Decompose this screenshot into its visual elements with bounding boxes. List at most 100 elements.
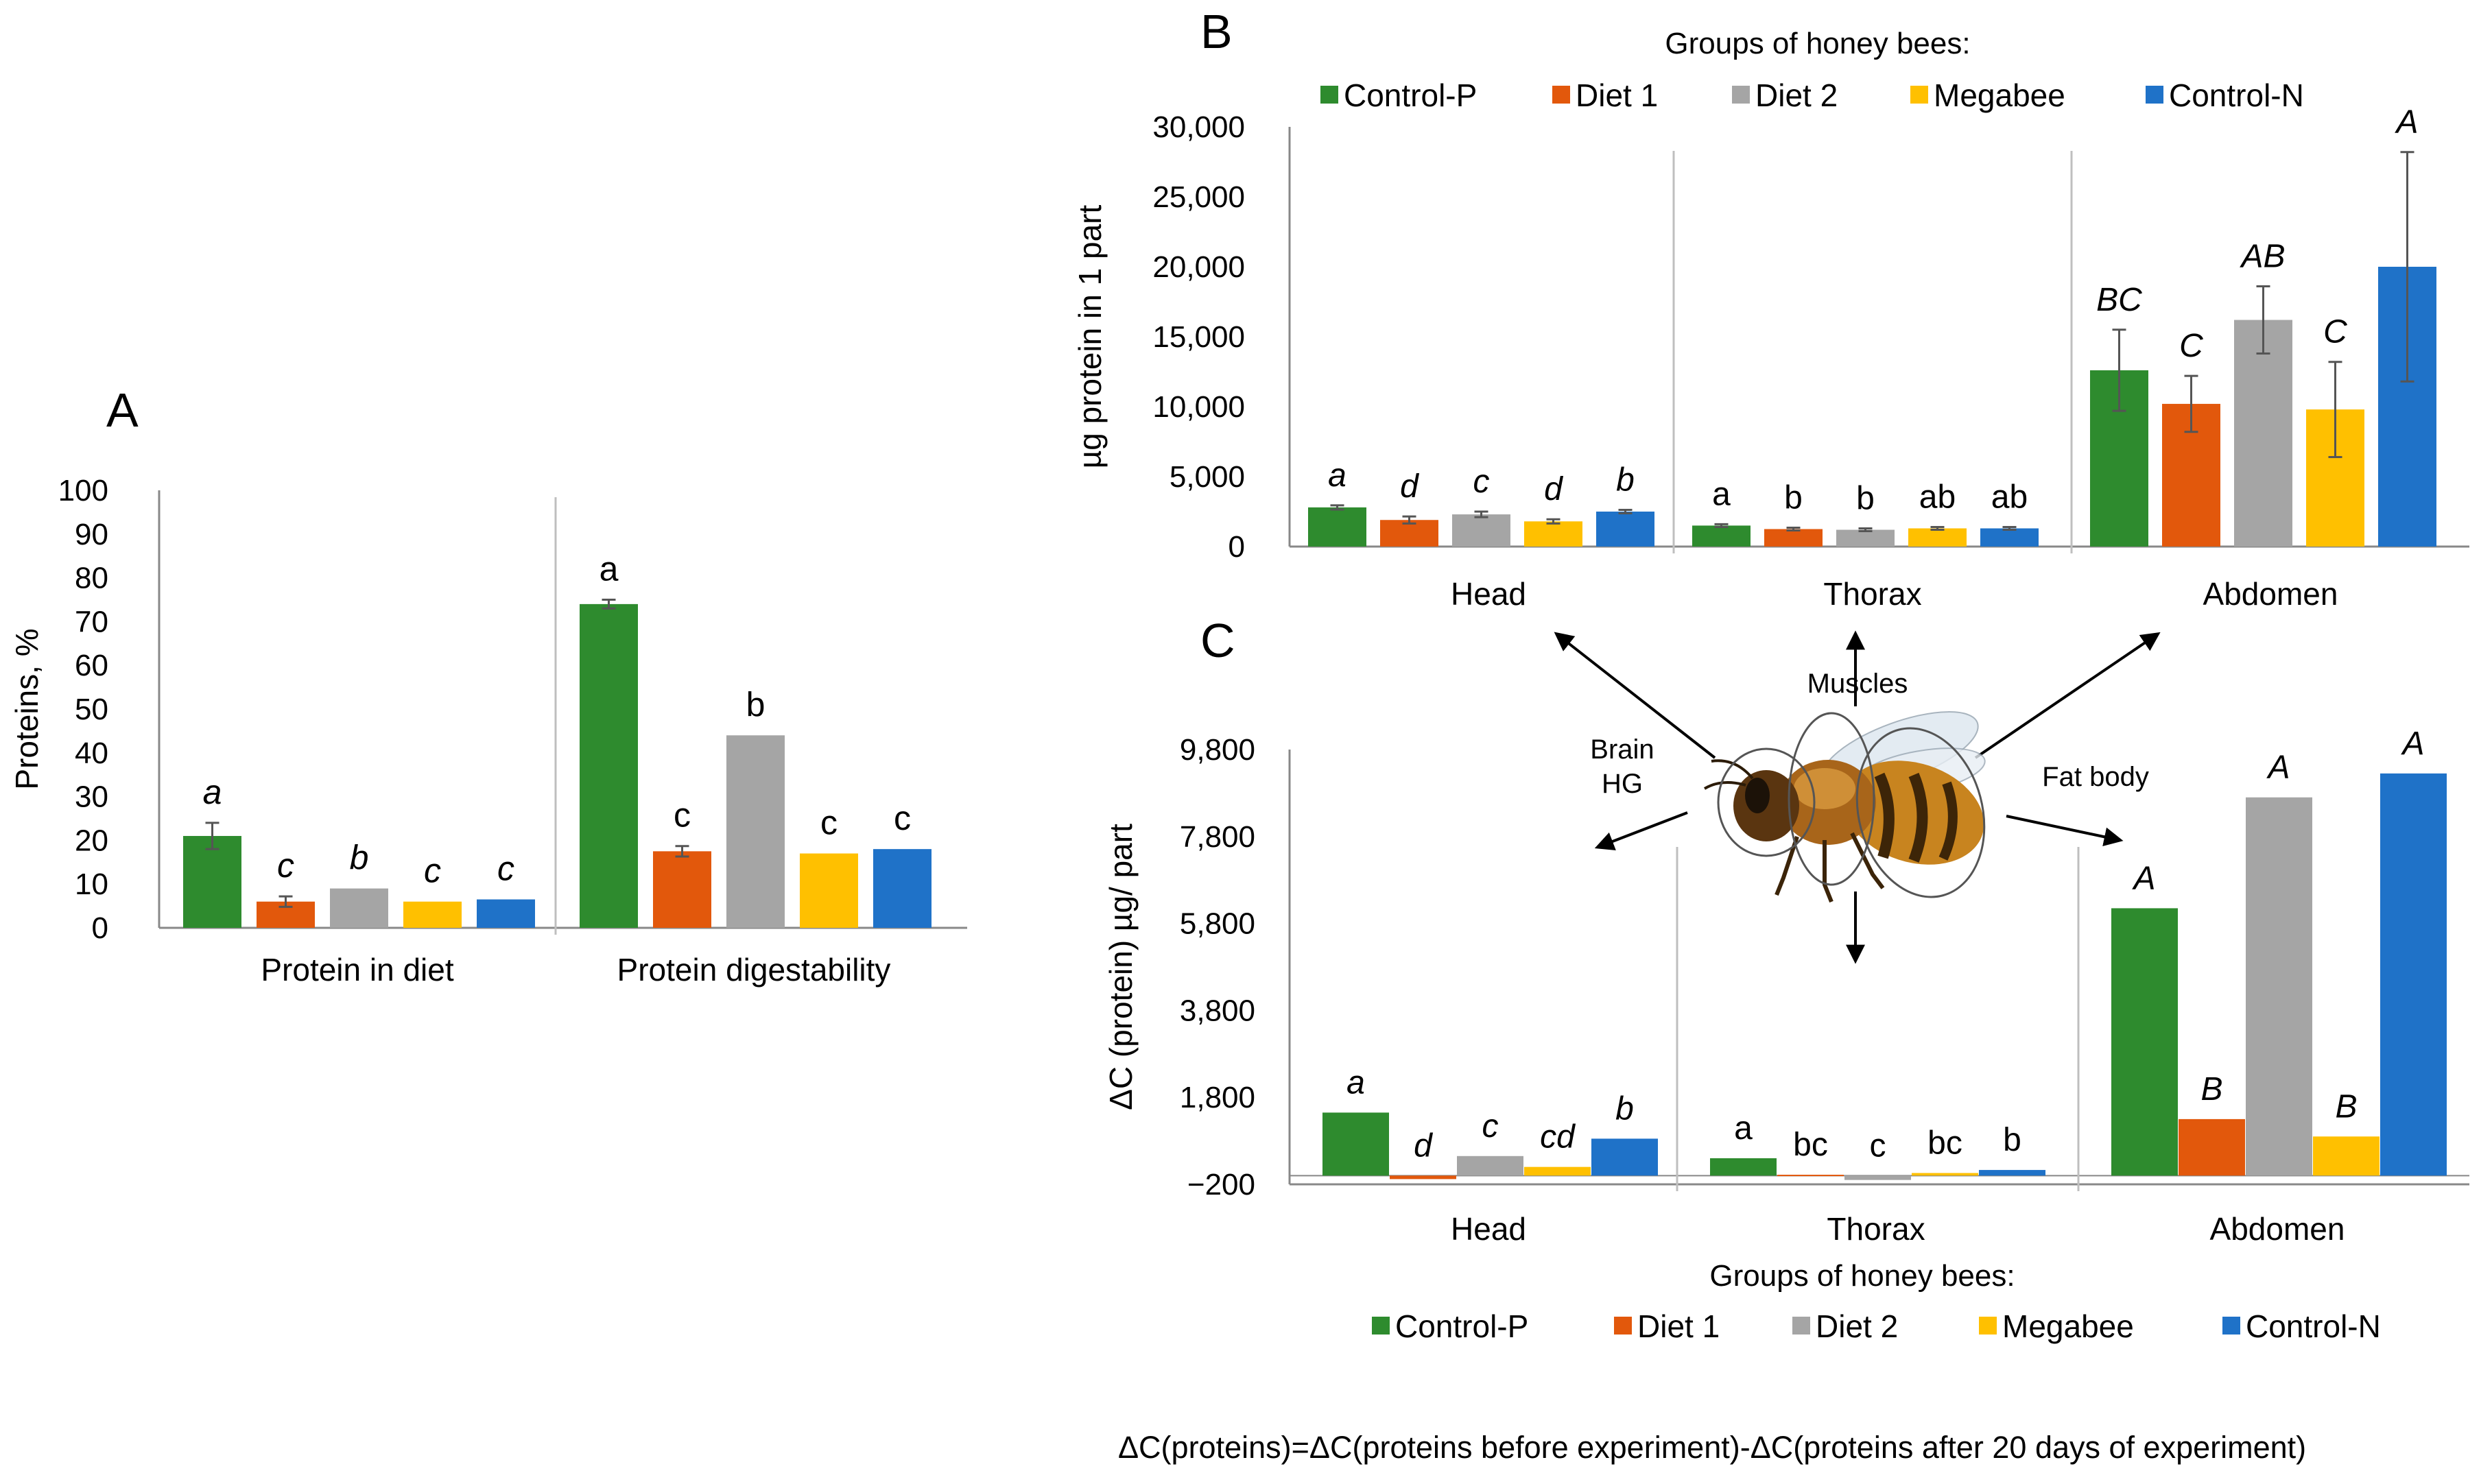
label-muscles: Muscles bbox=[1807, 669, 1908, 699]
significance-letter: d bbox=[1400, 468, 1419, 505]
bar-control-n bbox=[477, 899, 535, 928]
thorax-outline bbox=[1788, 712, 1875, 886]
y-tick-label: 9,800 bbox=[1180, 733, 1255, 767]
significance-letter: b bbox=[1615, 1090, 1634, 1127]
significance-letter: a bbox=[203, 773, 222, 811]
bar-megabee bbox=[800, 853, 858, 928]
bar-control-n bbox=[2380, 773, 2447, 1176]
bar-diet-2 bbox=[330, 888, 388, 928]
category-label: Protein in diet bbox=[261, 952, 453, 988]
y-tick-label: 90 bbox=[75, 518, 108, 551]
y-tick-label: 60 bbox=[75, 649, 108, 682]
y-tick-label: 15,000 bbox=[1152, 320, 1245, 354]
category-label: Abdomen bbox=[2203, 576, 2338, 612]
bar-megabee bbox=[1908, 528, 1967, 547]
significance-letter: d bbox=[1544, 471, 1563, 507]
y-tick-label: 20,000 bbox=[1152, 250, 1245, 284]
significance-letter: BC bbox=[2096, 282, 2142, 318]
bar-control-p bbox=[2111, 908, 2178, 1176]
legend-swatch bbox=[1792, 1317, 1810, 1335]
bee-diagram: Muscles Brain HG Fat body bbox=[1554, 630, 2161, 964]
significance-letter: d bbox=[1414, 1127, 1433, 1164]
y-tick-label: 70 bbox=[75, 605, 108, 638]
bar-control-n bbox=[1596, 512, 1654, 547]
significance-letter: A bbox=[2394, 104, 2418, 141]
label-brain: Brain bbox=[1590, 734, 1654, 765]
bar-control-p bbox=[1692, 525, 1751, 547]
y-tick-label: 30,000 bbox=[1152, 110, 1245, 144]
bar-control-n bbox=[873, 849, 931, 928]
arrow-to-abdomen bbox=[1974, 632, 2161, 759]
y-tick-label: 25,000 bbox=[1152, 180, 1245, 214]
y-tick-label: 1,800 bbox=[1180, 1081, 1255, 1114]
panel-b-chart: B 0 5,000 10,000 15,000 20,000 25,000 30,000 µg … bbox=[1072, 5, 2469, 612]
y-tick-label: 30 bbox=[75, 780, 108, 814]
bar-diet-1 bbox=[2179, 1118, 2245, 1176]
significance-letter: C bbox=[2323, 314, 2347, 350]
significance-letter: c bbox=[1482, 1108, 1499, 1145]
significance-letter: c bbox=[1473, 464, 1490, 500]
bar-control-n bbox=[1591, 1138, 1658, 1176]
y-tick-label: 20 bbox=[75, 824, 108, 857]
y-axis-label: µg protein in 1 part bbox=[1072, 205, 1108, 469]
panel-label: A bbox=[106, 383, 139, 437]
significance-letter: a bbox=[600, 550, 619, 588]
significance-letter: c bbox=[277, 846, 294, 885]
legend-swatch bbox=[1732, 86, 1750, 104]
category-label: Thorax bbox=[1823, 576, 1921, 612]
significance-letter: b bbox=[350, 839, 369, 877]
y-tick-label: 80 bbox=[75, 562, 108, 595]
bar-megabee bbox=[1524, 521, 1582, 547]
legend-label: Diet 2 bbox=[1755, 77, 1838, 113]
legend-label: Megabee bbox=[2002, 1308, 2134, 1344]
y-tick-label: 0 bbox=[92, 911, 108, 945]
bar-diet-2 bbox=[1452, 514, 1510, 547]
significance-letter: A bbox=[2400, 726, 2424, 762]
legend-swatch bbox=[1320, 86, 1338, 104]
category-label: Thorax bbox=[1827, 1211, 1925, 1247]
legend-label: Control-N bbox=[2246, 1308, 2381, 1344]
legend-label: Control-N bbox=[2169, 77, 2304, 113]
bar-control-n bbox=[1980, 528, 2039, 547]
y-tick-label: 100 bbox=[58, 474, 108, 507]
category-label: Head bbox=[1451, 1211, 1526, 1247]
significance-letter: AB bbox=[2239, 239, 2285, 275]
bar-diet-1 bbox=[653, 851, 711, 928]
legend-swatch bbox=[2146, 86, 2163, 104]
bar-megabee bbox=[2313, 1136, 2380, 1176]
y-axis-label: Proteins, % bbox=[9, 628, 45, 789]
significance-letter: a bbox=[1346, 1064, 1365, 1101]
arrow-to-fat-body bbox=[2006, 815, 2124, 847]
legend-label: Diet 1 bbox=[1637, 1308, 1720, 1344]
significance-letter: c bbox=[424, 852, 441, 890]
label-fat-body: Fat body bbox=[2042, 762, 2149, 792]
bar-diet-2 bbox=[1844, 1175, 1911, 1180]
significance-letter: b bbox=[746, 685, 766, 723]
significance-letter: B bbox=[2335, 1088, 2357, 1125]
bar-diet-2 bbox=[726, 735, 785, 928]
significance-letter: c bbox=[1870, 1127, 1886, 1164]
significance-letter: cd bbox=[1540, 1119, 1576, 1156]
y-tick-label: 0 bbox=[1229, 530, 1245, 564]
significance-letter: A bbox=[2131, 860, 2155, 896]
legend-label: Diet 2 bbox=[1816, 1308, 1898, 1344]
bar-diet-1 bbox=[1764, 529, 1823, 547]
legend-swatch bbox=[2222, 1317, 2240, 1335]
bar-control-p bbox=[1322, 1112, 1389, 1176]
significance-letter: bc bbox=[1927, 1125, 1962, 1162]
head-outline bbox=[1717, 747, 1816, 857]
y-tick-label: 5,800 bbox=[1180, 907, 1255, 941]
significance-letter: a bbox=[1328, 457, 1346, 494]
category-label: Protein digestability bbox=[617, 952, 891, 988]
y-tick-label: −200 bbox=[1187, 1168, 1255, 1201]
significance-letter: b bbox=[1616, 462, 1635, 499]
bar-control-p bbox=[183, 836, 241, 928]
legend-swatch bbox=[1552, 86, 1570, 104]
category-label: Head bbox=[1451, 576, 1526, 612]
bar-control-p bbox=[1710, 1158, 1777, 1176]
significance-letter: b bbox=[2003, 1122, 2021, 1158]
panel-label: B bbox=[1200, 5, 1233, 58]
bar-diet-1 bbox=[1777, 1175, 1844, 1177]
bar-megabee bbox=[1524, 1166, 1591, 1176]
